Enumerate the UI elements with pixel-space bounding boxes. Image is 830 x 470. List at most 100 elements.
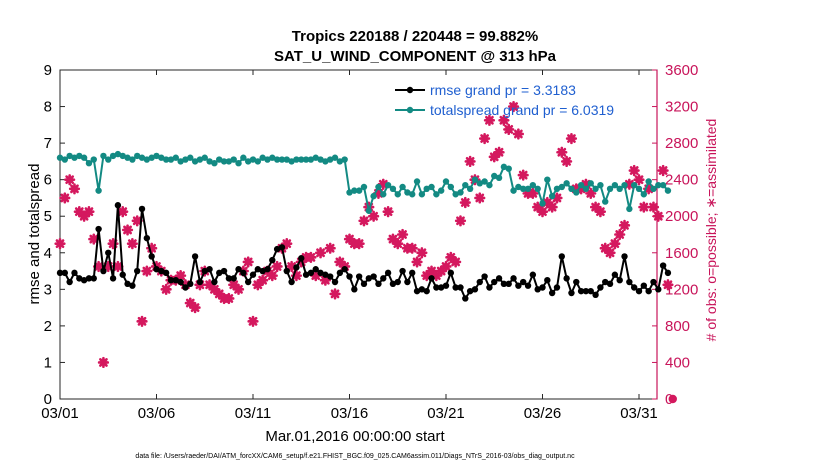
obs-assimilated-point: [464, 155, 476, 167]
rmse-point: [360, 280, 368, 288]
rmse-point: [211, 278, 218, 286]
legend-rmse-label: rmse grand pr = 3.3183: [430, 82, 576, 98]
rmse-point: [327, 273, 334, 280]
obs-assimilated-point: [609, 238, 621, 250]
obs-assimilated-point: [223, 292, 235, 305]
x-tick-label: 03/31: [620, 405, 658, 422]
totalspread-point: [240, 154, 247, 161]
totalspread-point: [293, 156, 300, 163]
plot-area: [59, 69, 658, 400]
x-tick-label: 03/21: [427, 405, 465, 422]
obs-assimilated-point: [575, 183, 587, 195]
rmse-point: [428, 275, 435, 282]
totalspread-point: [587, 180, 594, 187]
totalspread-point: [158, 154, 165, 161]
totalspread-point: [606, 185, 614, 193]
totalspread-point: [659, 181, 667, 189]
rmse-point: [399, 267, 406, 275]
rmse-point: [433, 284, 440, 291]
x-axis: 03/01 03/06 03/11 03/16 03/21 03/26 03/31: [41, 70, 658, 422]
obs-assimilated-point: [310, 270, 322, 282]
obs-assimilated-point: [88, 233, 100, 245]
obs-assimilated-point: [286, 260, 298, 273]
rmse-point: [206, 266, 213, 273]
obs-assimilated-point: [517, 169, 529, 181]
obs-assimilated-point: [54, 238, 66, 250]
obs-assimilated-point: [131, 215, 143, 227]
totalspread-point: [317, 156, 324, 163]
obs-assimilated-point: [483, 114, 496, 126]
totalspread-point: [486, 181, 493, 189]
rmse-point: [413, 287, 421, 295]
rmse-point: [278, 244, 286, 251]
totalspread-point: [384, 181, 392, 189]
rmse-point: [544, 276, 551, 284]
y-tick-label: 2: [44, 318, 52, 335]
rmse-point: [539, 284, 546, 291]
totalspread-point: [505, 165, 512, 172]
totalspread-point: [312, 154, 319, 161]
totalspread-point: [375, 183, 382, 191]
chart-title-line2: SAT_U_WIND_COMPONENT @ 313 hPa: [274, 48, 557, 65]
obs-assimilated-point: [474, 192, 486, 204]
rmse-point: [635, 287, 643, 295]
x-tick-label: 03/01: [41, 405, 79, 422]
rmse-point: [645, 287, 652, 295]
obs-assimilated-point: [64, 174, 76, 186]
obs-assimilated-point: [435, 265, 447, 277]
totalspread-point: [433, 191, 440, 198]
rmse-point: [466, 287, 474, 295]
totalspread-point: [534, 185, 541, 193]
rmse-point: [254, 266, 262, 273]
totalspread-point: [500, 163, 508, 171]
totalspread-point: [370, 192, 377, 200]
totalspread-point: [529, 181, 537, 189]
rmse-point: [529, 271, 537, 278]
obs-assimilated-point: [73, 206, 85, 218]
totalspread-point: [418, 191, 426, 198]
x-axis-label: Mar.01,2016 00:00:00 start: [265, 428, 445, 445]
obs-assimilated-point: [647, 201, 660, 213]
rmse-point: [664, 269, 672, 277]
rmse-point: [134, 267, 141, 275]
totalspread-point: [365, 207, 372, 214]
totalspread-point: [56, 154, 64, 161]
rmse-point: [95, 225, 102, 233]
rmse-point: [76, 275, 83, 282]
rmse-point: [505, 280, 512, 288]
totalspread-point: [341, 156, 348, 163]
rmse-point: [196, 278, 204, 286]
obs-assimilated-point: [228, 279, 240, 291]
obs-assimilated-point: [175, 270, 187, 282]
y-tick-label: 1: [44, 354, 52, 371]
x-tick-label: 03/06: [138, 405, 176, 422]
y2-tick-label: 2000: [665, 208, 698, 225]
totalspread-point: [380, 191, 387, 198]
rmse-point: [582, 287, 590, 295]
y-tick-label: 3: [44, 281, 52, 298]
rmse-point: [409, 269, 416, 277]
totalspread-point: [558, 183, 565, 191]
totalspread-point: [577, 181, 585, 189]
totalspread-series: [56, 150, 672, 214]
y-axis-right: 04008001200160020002400280032003600: [652, 62, 698, 408]
obs-assimilated-point: [242, 256, 254, 268]
rmse-point: [85, 275, 93, 282]
totalspread-point: [568, 185, 575, 193]
rmse-point: [442, 282, 450, 289]
rmse-point: [298, 255, 305, 262]
obs-assimilated-point: [126, 238, 138, 250]
totalspread-point: [191, 158, 199, 165]
totalspread-point: [520, 185, 527, 193]
rmse-point: [437, 284, 445, 291]
rmse-point: [61, 269, 69, 277]
totalspread-point: [196, 156, 204, 163]
rmse-point: [240, 269, 247, 277]
obs-assimilated-point: [396, 228, 409, 241]
totalspread-point: [510, 187, 517, 194]
totalspread-point: [249, 156, 257, 163]
obs-assimilated-point: [623, 178, 635, 190]
rmse-point: [365, 275, 372, 282]
obs-assimilated-point: [411, 256, 423, 268]
obs-assimilated-point: [353, 238, 365, 250]
